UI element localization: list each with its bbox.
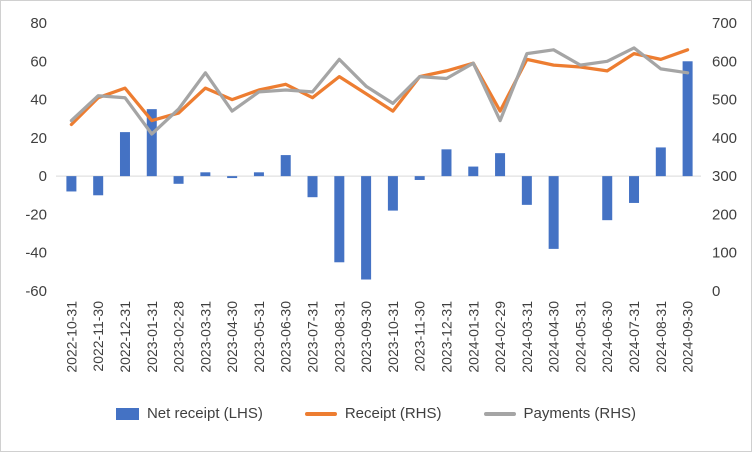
right-axis-tick: 200: [712, 206, 737, 223]
bar-net-receipt: [495, 153, 506, 177]
legend-label-net-receipt: Net receipt (LHS): [146, 405, 263, 422]
bar-net-receipt: [66, 176, 77, 192]
x-axis-label: 2023-08-31: [331, 301, 347, 373]
bar-net-receipt: [441, 149, 452, 177]
x-axis-label: 2024-08-31: [653, 301, 669, 373]
bar-net-receipt: [682, 61, 693, 177]
x-axis-label: 2023-12-31: [438, 301, 454, 373]
x-axis-label: 2024-02-29: [492, 301, 508, 373]
bar-series-swatch: [115, 407, 139, 420]
x-axis-label: 2023-01-31: [144, 301, 160, 373]
x-axis-label: 2022-12-31: [117, 301, 133, 373]
x-axis-label: 2024-07-31: [626, 301, 642, 373]
legend-label-payments: Payments (RHS): [523, 405, 637, 422]
payments-line-swatch: [483, 411, 516, 416]
receipt-line-swatch: [304, 411, 337, 416]
bar-net-receipt: [521, 176, 532, 205]
legend-label-receipt: Receipt (RHS): [344, 405, 442, 422]
x-axis-label: 2024-09-30: [680, 301, 696, 373]
x-axis-label: 2022-11-30: [90, 301, 106, 372]
bar-net-receipt: [253, 172, 264, 177]
x-axis-label: 2023-04-30: [224, 301, 240, 373]
left-axis-tick: -20: [25, 206, 47, 223]
x-axis-label: 2023-03-31: [197, 301, 213, 373]
x-axis-label: 2023-05-31: [251, 301, 267, 373]
right-axis-tick: 0: [712, 283, 720, 300]
bar-net-receipt: [307, 176, 318, 198]
x-axis-label: 2024-05-31: [572, 301, 588, 373]
right-axis-tick: 300: [712, 168, 737, 185]
line-payments-rhs-: [69, 46, 690, 136]
legend-item-receipt: Receipt (RHS): [304, 405, 442, 422]
bar-net-receipt: [200, 172, 211, 177]
line-receipt-rhs-: [69, 48, 690, 127]
x-axis-label: 2023-06-30: [278, 301, 294, 373]
x-axis-label: 2023-02-28: [171, 301, 187, 373]
bar-net-receipt: [146, 109, 157, 177]
left-axis-tick: 80: [30, 15, 47, 32]
right-axis-tick: 700: [712, 15, 737, 32]
bar-net-receipt: [334, 176, 345, 263]
x-axis-label: 2022-10-31: [63, 301, 79, 373]
bar-net-receipt: [93, 176, 104, 196]
x-axis-label: 2024-04-30: [546, 301, 562, 373]
bar-net-receipt: [414, 176, 425, 180]
left-axis-tick: 0: [39, 168, 47, 185]
left-axis-tick: -60: [25, 283, 47, 300]
bar-net-receipt: [629, 176, 640, 203]
left-axis-tick: -40: [25, 245, 47, 262]
bar-net-receipt: [361, 176, 372, 280]
bar-net-receipt: [227, 176, 238, 179]
bar-net-receipt: [119, 132, 130, 177]
right-axis-tick: 600: [712, 53, 737, 70]
chart-legend: Net receipt (LHS) Receipt (RHS) Payments…: [1, 405, 751, 422]
right-axis-tick: 500: [712, 92, 737, 109]
bar-net-receipt: [468, 166, 479, 177]
bar-net-receipt: [280, 155, 291, 177]
bar-net-receipt: [602, 176, 613, 221]
bar-net-receipt: [655, 147, 666, 177]
bar-net-receipt: [548, 176, 559, 249]
legend-item-net-receipt: Net receipt (LHS): [115, 405, 263, 422]
bar-net-receipt: [173, 176, 184, 184]
x-axis-label: 2023-07-31: [305, 301, 321, 373]
left-axis-tick: 60: [30, 53, 47, 70]
x-axis-label: 2024-01-31: [465, 301, 481, 373]
combo-chart-canvas: 806040200-20-40-607006005004003002001000…: [25, 15, 737, 373]
right-axis-tick: 100: [712, 245, 737, 262]
legend-item-payments: Payments (RHS): [483, 405, 637, 422]
right-axis-tick: 400: [712, 130, 737, 147]
left-axis-tick: 20: [30, 130, 47, 147]
x-axis-label: 2023-10-31: [385, 301, 401, 373]
left-axis-tick: 40: [30, 92, 47, 109]
x-axis-label: 2023-11-30: [412, 301, 428, 372]
bar-net-receipt: [387, 176, 398, 211]
x-axis-label: 2024-03-31: [519, 301, 535, 373]
x-axis-label: 2024-06-30: [599, 301, 615, 373]
x-axis-label: 2023-09-30: [358, 301, 374, 373]
